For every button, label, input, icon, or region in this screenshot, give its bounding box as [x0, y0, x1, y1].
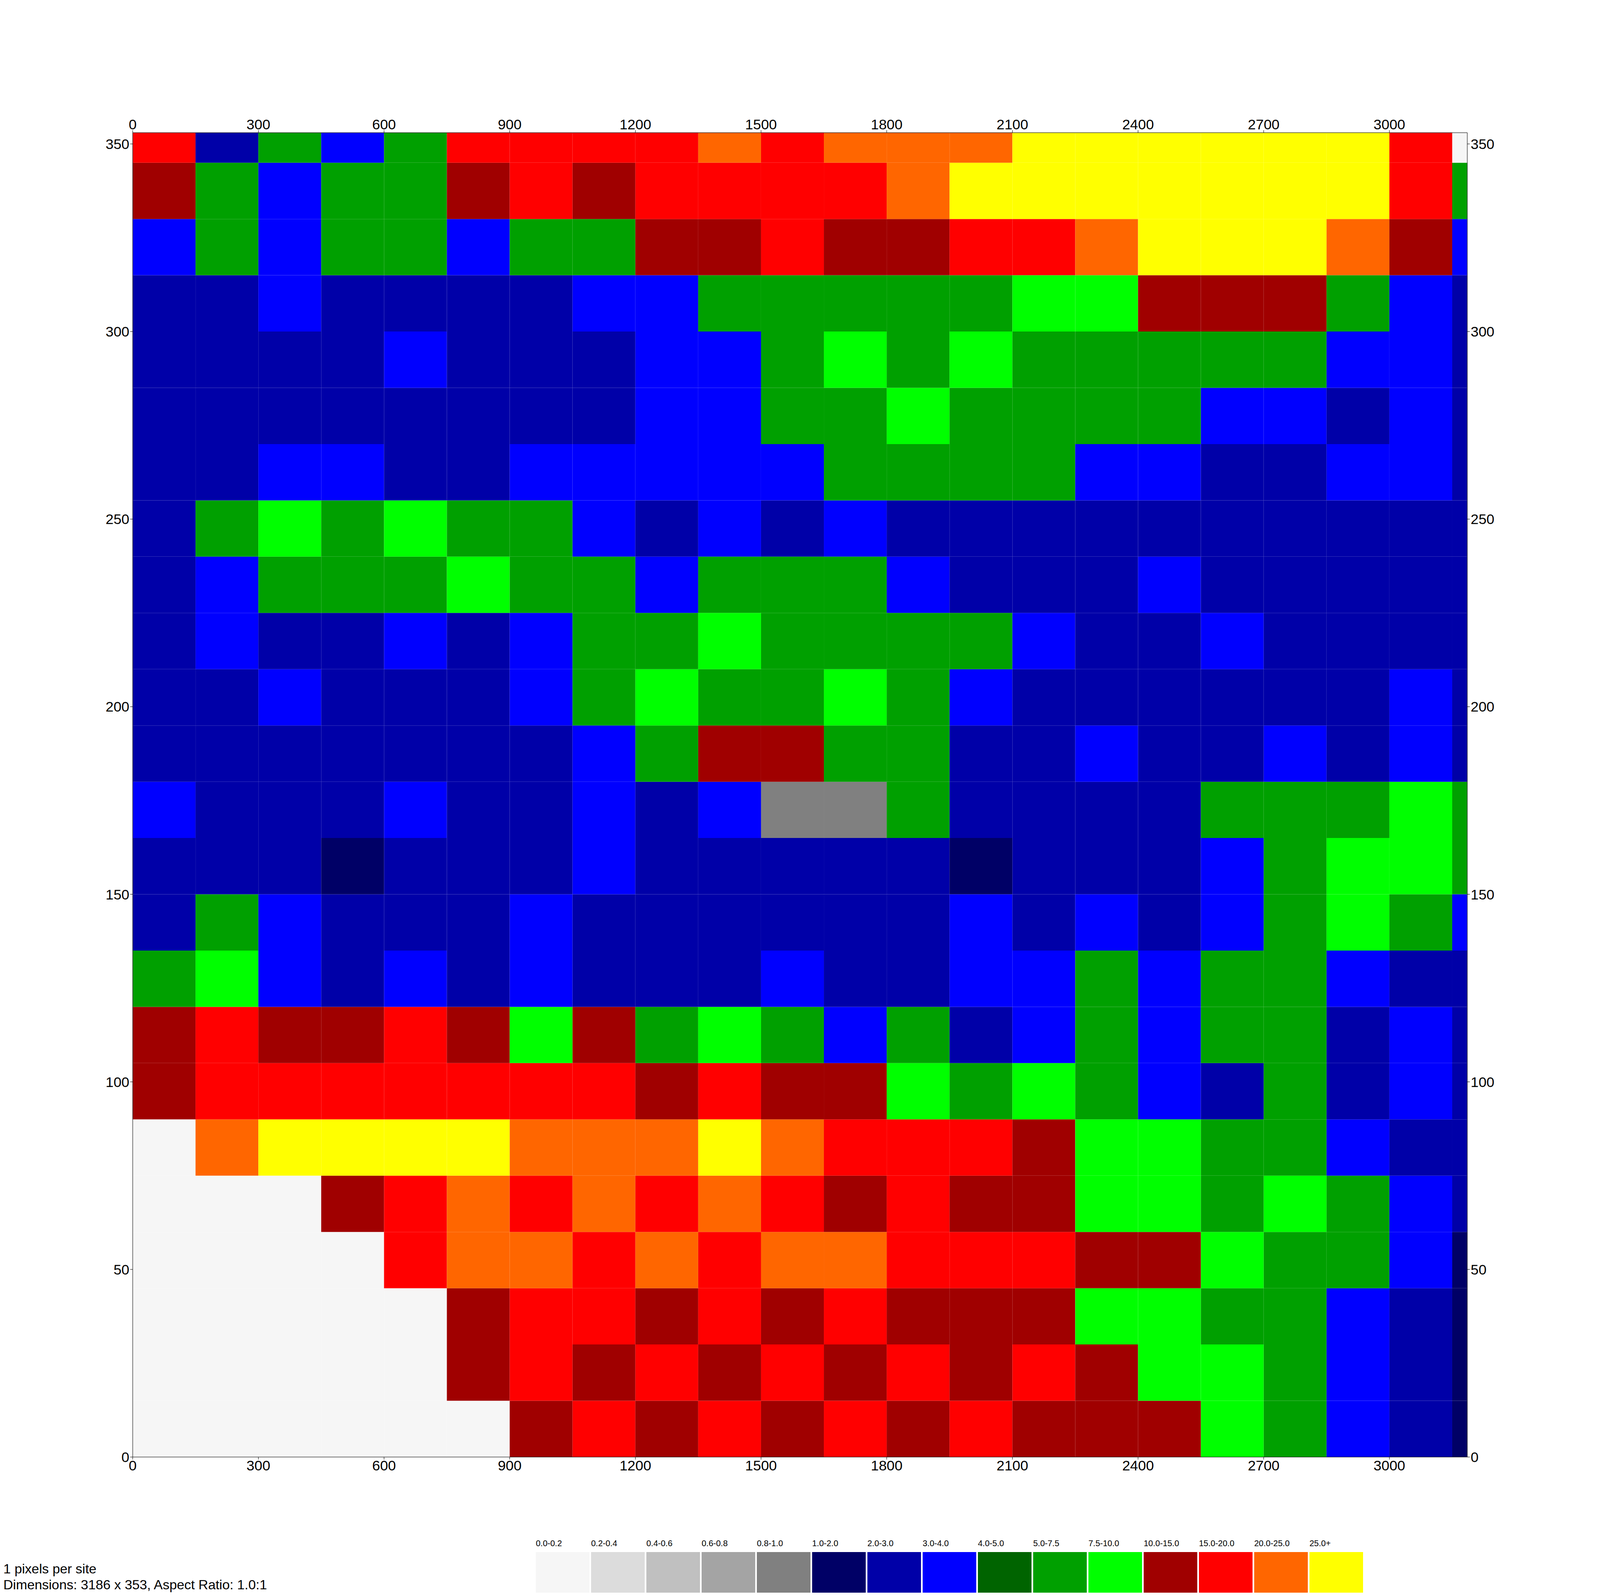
- svg-text:600: 600: [372, 116, 397, 133]
- svg-text:2400: 2400: [1122, 1457, 1155, 1474]
- svg-text:3000: 3000: [1373, 1457, 1406, 1474]
- svg-text:250: 250: [1470, 511, 1495, 528]
- html-text:0.2-0.4: 0.2-0.4: [591, 1538, 618, 1549]
- svg-text:250: 250: [105, 511, 130, 528]
- svg-text:900: 900: [497, 1457, 522, 1474]
- html-text:2.0-3.0: 2.0-3.0: [867, 1538, 894, 1549]
- svg-text:1200: 1200: [619, 1457, 652, 1474]
- svg-text:0: 0: [1470, 1449, 1479, 1466]
- html-text:15.0-20.0: 15.0-20.0: [1198, 1538, 1235, 1549]
- html-text:5.0-7.5: 5.0-7.5: [1033, 1538, 1060, 1549]
- svg-text:2700: 2700: [1247, 1457, 1280, 1474]
- svg-text:0: 0: [128, 1457, 137, 1474]
- html-text:Dimensions: 3186 x 353, Aspect: Dimensions: 3186 x 353, Aspect Ratio: 1.…: [3, 1577, 267, 1593]
- svg-text:300: 300: [246, 1457, 271, 1474]
- svg-text:0: 0: [128, 116, 137, 133]
- html-text:1 pixels per site: 1 pixels per site: [3, 1561, 97, 1577]
- svg-text:350: 350: [105, 136, 130, 152]
- svg-text:2400: 2400: [1122, 116, 1155, 133]
- html-text:0.6-0.8: 0.6-0.8: [701, 1538, 728, 1549]
- html-text:7.5-10.0: 7.5-10.0: [1088, 1538, 1120, 1549]
- svg-text:200: 200: [105, 698, 130, 715]
- svg-text:350: 350: [1470, 136, 1495, 152]
- svg-text:100: 100: [1470, 1074, 1495, 1091]
- svg-text:300: 300: [1470, 323, 1495, 340]
- svg-text:2700: 2700: [1247, 116, 1280, 133]
- svg-text:50: 50: [113, 1261, 130, 1278]
- svg-text:150: 150: [1470, 886, 1495, 903]
- svg-text:0: 0: [121, 1449, 130, 1466]
- svg-text:1800: 1800: [870, 1457, 903, 1474]
- html-text:0.4-0.6: 0.4-0.6: [646, 1538, 673, 1549]
- html-text:10.0-15.0: 10.0-15.0: [1143, 1538, 1180, 1549]
- html-text:0.8-1.0: 0.8-1.0: [756, 1538, 783, 1549]
- svg-text:1500: 1500: [745, 116, 777, 133]
- html-text:0.0-0.2: 0.0-0.2: [535, 1538, 562, 1549]
- svg-text:600: 600: [372, 1457, 397, 1474]
- html-text:4.0-5.0: 4.0-5.0: [977, 1538, 1004, 1549]
- svg-text:300: 300: [105, 323, 130, 340]
- svg-text:300: 300: [246, 116, 271, 133]
- html-text:1.0-2.0: 1.0-2.0: [812, 1538, 839, 1549]
- html-text:25.0+: 25.0+: [1309, 1538, 1331, 1549]
- html-text:20.0-25.0: 20.0-25.0: [1254, 1538, 1290, 1549]
- svg-text:2100: 2100: [996, 116, 1029, 133]
- svg-text:1800: 1800: [870, 116, 903, 133]
- svg-text:150: 150: [105, 886, 130, 903]
- html-text:3.0-4.0: 3.0-4.0: [922, 1538, 949, 1549]
- svg-text:900: 900: [497, 116, 522, 133]
- svg-text:2100: 2100: [996, 1457, 1029, 1474]
- svg-text:1200: 1200: [619, 116, 652, 133]
- svg-text:100: 100: [105, 1074, 130, 1091]
- svg-text:3000: 3000: [1373, 116, 1406, 133]
- svg-text:1500: 1500: [745, 1457, 777, 1474]
- svg-text:50: 50: [1470, 1261, 1487, 1278]
- svg-text:200: 200: [1470, 698, 1495, 715]
